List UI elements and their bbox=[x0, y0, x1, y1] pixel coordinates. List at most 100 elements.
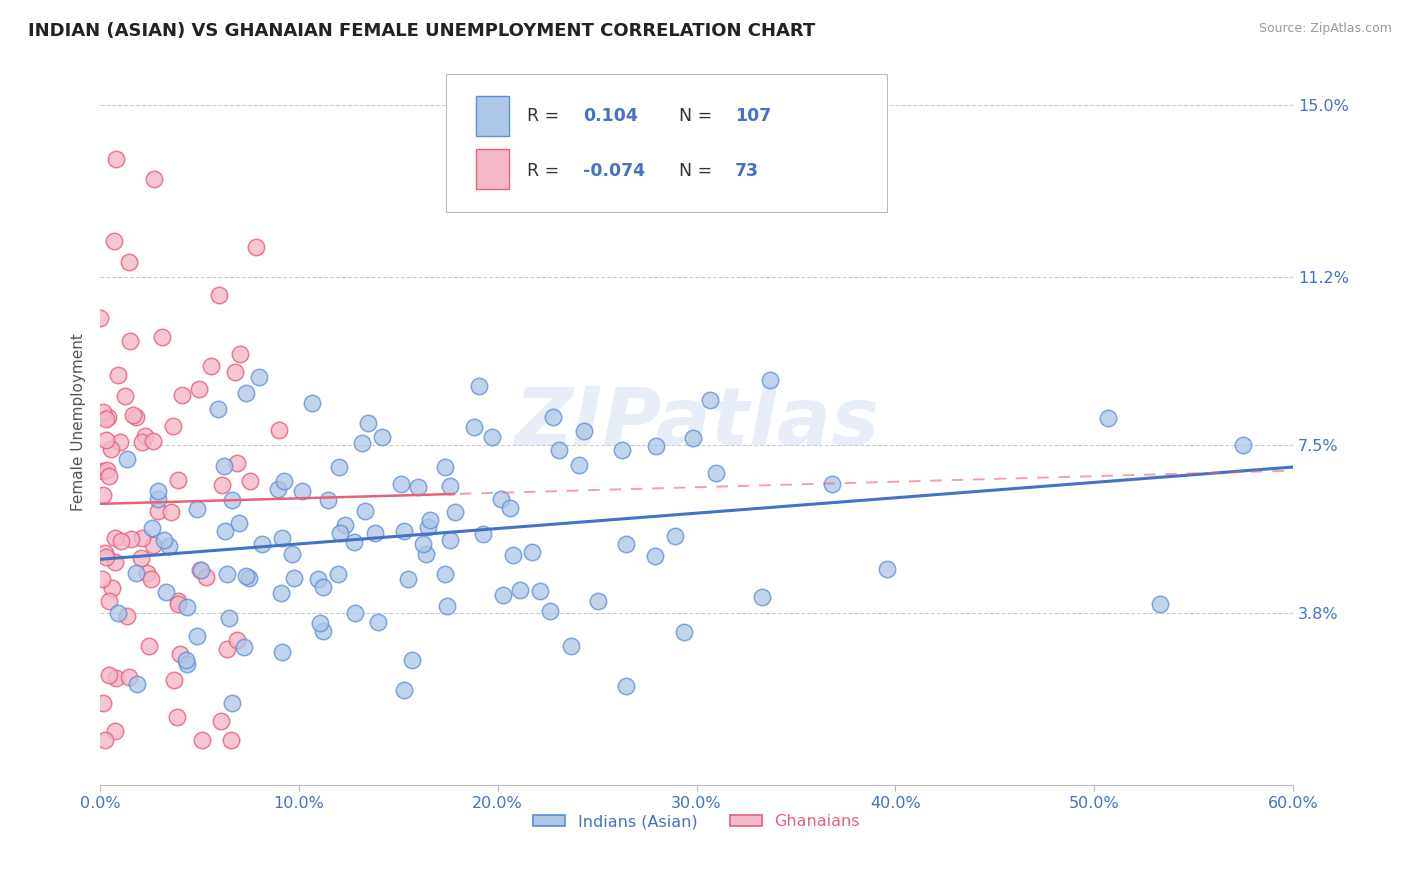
Point bbox=[118, 254, 141, 268]
Point bbox=[107, 368, 129, 382]
Text: R =: R = bbox=[527, 161, 560, 179]
Point bbox=[235, 569, 257, 583]
Point bbox=[610, 443, 633, 458]
Point bbox=[509, 583, 531, 598]
Point bbox=[114, 389, 136, 403]
Point bbox=[91, 696, 114, 710]
Point bbox=[207, 401, 229, 416]
Text: N =: N = bbox=[679, 107, 711, 125]
Point bbox=[401, 653, 423, 667]
Point bbox=[247, 370, 270, 384]
Point bbox=[343, 535, 366, 549]
Text: Source: ZipAtlas.com: Source: ZipAtlas.com bbox=[1258, 22, 1392, 36]
Point bbox=[463, 420, 485, 434]
Point bbox=[108, 435, 131, 450]
Point bbox=[118, 670, 141, 684]
Point bbox=[392, 683, 415, 698]
Point bbox=[124, 566, 146, 581]
Point bbox=[645, 439, 668, 453]
Point bbox=[190, 563, 212, 577]
Point bbox=[309, 615, 332, 630]
Point bbox=[167, 474, 190, 488]
Point bbox=[1149, 597, 1171, 611]
Point bbox=[492, 588, 515, 602]
Point bbox=[120, 533, 142, 547]
Point bbox=[433, 567, 456, 582]
Point bbox=[134, 429, 156, 443]
Point bbox=[586, 594, 609, 608]
Point bbox=[233, 640, 256, 655]
Point bbox=[344, 607, 367, 621]
Point bbox=[104, 724, 127, 739]
Point bbox=[489, 491, 512, 506]
Point bbox=[93, 546, 115, 560]
Point bbox=[135, 566, 157, 581]
Point bbox=[301, 396, 323, 410]
Point bbox=[434, 459, 457, 474]
Y-axis label: Female Unemployment: Female Unemployment bbox=[72, 334, 86, 511]
Point bbox=[98, 468, 121, 483]
Point bbox=[91, 405, 114, 419]
Bar bbox=[475, 149, 509, 189]
Point bbox=[141, 520, 163, 534]
Point bbox=[367, 615, 389, 629]
Point bbox=[436, 599, 458, 613]
Point bbox=[394, 524, 416, 538]
Point bbox=[228, 516, 250, 530]
Point bbox=[664, 528, 686, 542]
Point bbox=[217, 567, 239, 582]
Text: -0.074: -0.074 bbox=[583, 161, 645, 179]
Point bbox=[186, 629, 208, 643]
Point bbox=[142, 434, 165, 449]
Point bbox=[146, 492, 169, 507]
Point bbox=[209, 714, 232, 728]
FancyBboxPatch shape bbox=[446, 74, 887, 212]
Point bbox=[538, 604, 561, 618]
Point bbox=[97, 410, 120, 425]
Point bbox=[125, 409, 148, 424]
Point bbox=[208, 288, 231, 302]
Point bbox=[543, 409, 565, 424]
Point bbox=[166, 710, 188, 724]
Point bbox=[186, 502, 208, 516]
Bar bbox=[475, 96, 509, 136]
Point bbox=[190, 563, 212, 577]
Point bbox=[520, 545, 543, 559]
Point bbox=[157, 539, 180, 553]
Point bbox=[105, 671, 128, 685]
Text: 107: 107 bbox=[735, 107, 770, 125]
Point bbox=[129, 550, 152, 565]
Point bbox=[142, 171, 165, 186]
Point bbox=[354, 504, 377, 518]
Point bbox=[644, 549, 666, 563]
Point bbox=[141, 572, 163, 586]
Point bbox=[396, 573, 419, 587]
Point bbox=[614, 537, 637, 551]
Point bbox=[471, 527, 494, 541]
Point bbox=[235, 386, 257, 401]
Point bbox=[115, 608, 138, 623]
Point bbox=[704, 466, 727, 480]
Point bbox=[357, 417, 380, 431]
Point bbox=[94, 433, 117, 447]
Point bbox=[876, 561, 898, 575]
Point bbox=[229, 347, 252, 361]
Point bbox=[560, 639, 582, 653]
Point bbox=[682, 431, 704, 445]
Point bbox=[271, 531, 294, 545]
Point bbox=[200, 359, 222, 374]
Point bbox=[307, 573, 329, 587]
Point bbox=[107, 606, 129, 620]
Point bbox=[167, 597, 190, 611]
Point bbox=[238, 571, 260, 585]
Point bbox=[153, 533, 176, 548]
Point bbox=[104, 531, 127, 545]
Text: 0.104: 0.104 bbox=[583, 107, 638, 125]
Point bbox=[412, 537, 434, 551]
Point bbox=[502, 549, 524, 563]
Point bbox=[333, 518, 356, 533]
Point bbox=[1097, 410, 1119, 425]
Point bbox=[162, 419, 184, 434]
Point bbox=[415, 547, 437, 561]
Point bbox=[131, 531, 153, 545]
